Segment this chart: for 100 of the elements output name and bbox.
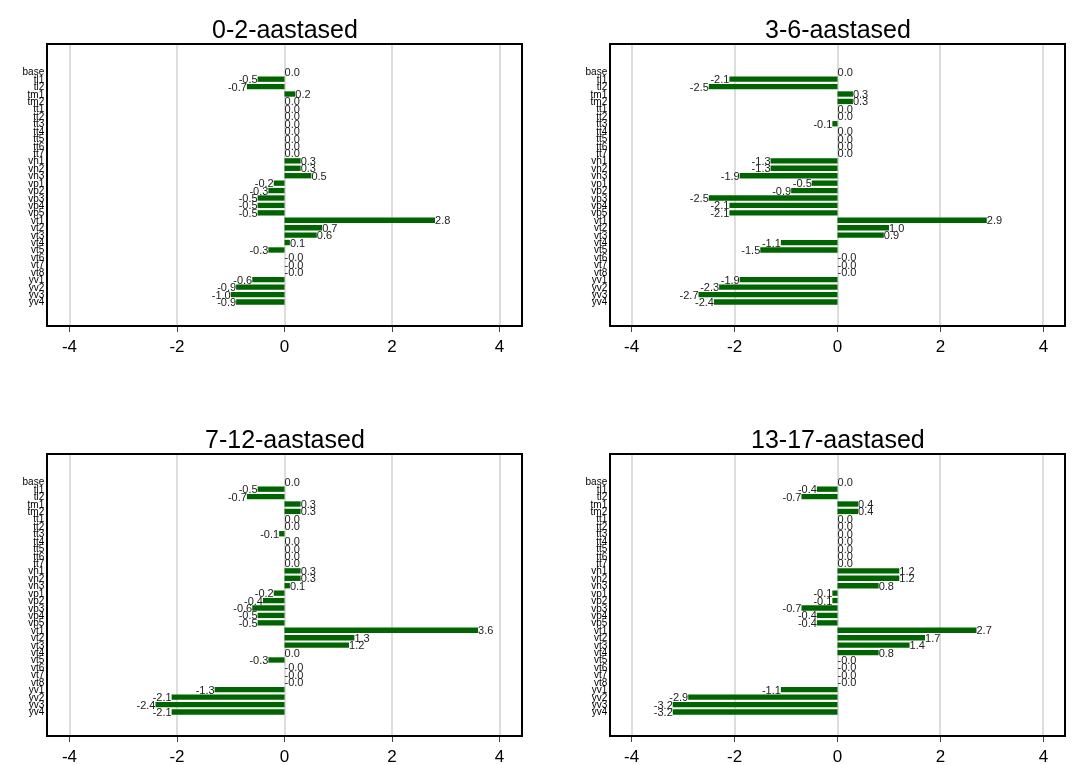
bar — [708, 83, 838, 90]
chart-title: 13-17-aastased — [751, 425, 925, 453]
data-label: 0.8 — [878, 646, 894, 659]
bar — [284, 627, 478, 633]
bar — [257, 620, 285, 626]
bar — [837, 225, 889, 231]
data-label: -0.5 — [792, 177, 812, 190]
x-tick-label: -4 — [61, 337, 78, 357]
data-label: -0.7 — [782, 490, 802, 503]
x-tick-label: 4 — [494, 747, 505, 765]
bar — [284, 568, 301, 574]
bar — [708, 195, 838, 201]
bar — [273, 590, 285, 596]
bar — [284, 232, 317, 238]
bar — [760, 247, 838, 253]
bar — [268, 247, 285, 253]
chart-title: 7-12-aastased — [205, 425, 365, 453]
bar — [837, 232, 884, 238]
data-label: -2.7 — [679, 288, 699, 301]
bar — [284, 635, 355, 641]
x-tick-label: -4 — [624, 337, 640, 357]
bar — [284, 508, 301, 515]
bar — [246, 83, 285, 90]
bar — [837, 627, 977, 633]
x-tick-label: 4 — [494, 337, 505, 357]
x-tick-label: 0 — [832, 337, 843, 357]
bar — [780, 687, 838, 693]
x-tick-label: -2 — [169, 337, 185, 357]
bar — [214, 687, 285, 693]
data-label: -0.3 — [249, 653, 269, 666]
data-label: -1.3 — [195, 683, 215, 696]
bar — [837, 649, 879, 656]
bar — [257, 210, 285, 216]
bar — [257, 486, 285, 492]
bar — [171, 694, 285, 700]
bar — [284, 158, 301, 164]
x-tick-label: -4 — [624, 747, 640, 765]
bar — [284, 217, 435, 223]
bar — [837, 635, 926, 641]
data-label: 0.0 — [837, 475, 853, 488]
data-label: -2.1 — [710, 73, 730, 86]
data-label: 0.8 — [878, 579, 894, 592]
data-label: -2.3 — [700, 281, 720, 294]
bar — [252, 605, 285, 611]
bar — [791, 187, 838, 194]
data-label: -2.5 — [689, 191, 709, 204]
bar — [816, 612, 838, 619]
bar — [719, 284, 838, 290]
bar — [713, 299, 838, 305]
y-tick-label: yv1 — [28, 274, 45, 286]
data-label: -1.1 — [761, 683, 781, 696]
x-tick-label: 2 — [935, 337, 946, 357]
bar — [832, 590, 838, 596]
x-tick-label: 4 — [1038, 747, 1049, 765]
data-label: 1.4 — [909, 639, 925, 652]
x-tick-label: 2 — [935, 747, 946, 765]
x-tick-label: -2 — [726, 747, 743, 765]
bar — [801, 605, 838, 611]
y-tick-label: yv1 — [591, 274, 608, 286]
bar — [268, 187, 285, 194]
bar — [263, 597, 285, 604]
chart-title: 3-6-aastased — [765, 15, 911, 43]
bar — [171, 709, 285, 715]
data-label: 2.9 — [986, 214, 1003, 227]
bar — [729, 202, 838, 209]
bar — [837, 501, 859, 507]
bar — [688, 694, 838, 700]
bar — [801, 493, 838, 500]
bar — [837, 568, 900, 574]
bar — [284, 173, 312, 179]
chart-title: 0-2-aastased — [212, 15, 358, 43]
x-tick-label: 0 — [279, 337, 290, 357]
x-tick-label: -4 — [61, 747, 78, 765]
data-label: -1.9 — [720, 169, 740, 182]
data-label: -1.9 — [720, 273, 740, 286]
bar — [832, 597, 838, 604]
data-label: 1.7 — [925, 631, 941, 644]
bar — [729, 210, 838, 216]
bar — [236, 299, 285, 305]
bar — [273, 180, 285, 186]
data-label: 3.6 — [478, 624, 494, 637]
data-label: -0.9 — [772, 184, 792, 197]
data-label: 2.8 — [435, 214, 451, 227]
y-tick-label: yv1 — [28, 684, 45, 696]
bar — [236, 284, 285, 290]
bar — [252, 277, 285, 283]
bar — [837, 583, 879, 589]
x-tick-label: 2 — [387, 337, 397, 357]
data-label: -0.1 — [260, 527, 280, 540]
bar — [246, 493, 285, 500]
data-label: 2.7 — [976, 624, 992, 637]
data-label: 0.0 — [837, 65, 853, 78]
data-label: -0.1 — [813, 117, 833, 130]
x-tick-label: -2 — [726, 337, 743, 357]
bar — [257, 195, 285, 201]
bar — [672, 701, 838, 708]
x-tick-label: 2 — [387, 747, 397, 765]
y-tick-label: yv1 — [591, 684, 608, 696]
bar — [816, 620, 838, 626]
data-label: 0.0 — [284, 475, 300, 488]
